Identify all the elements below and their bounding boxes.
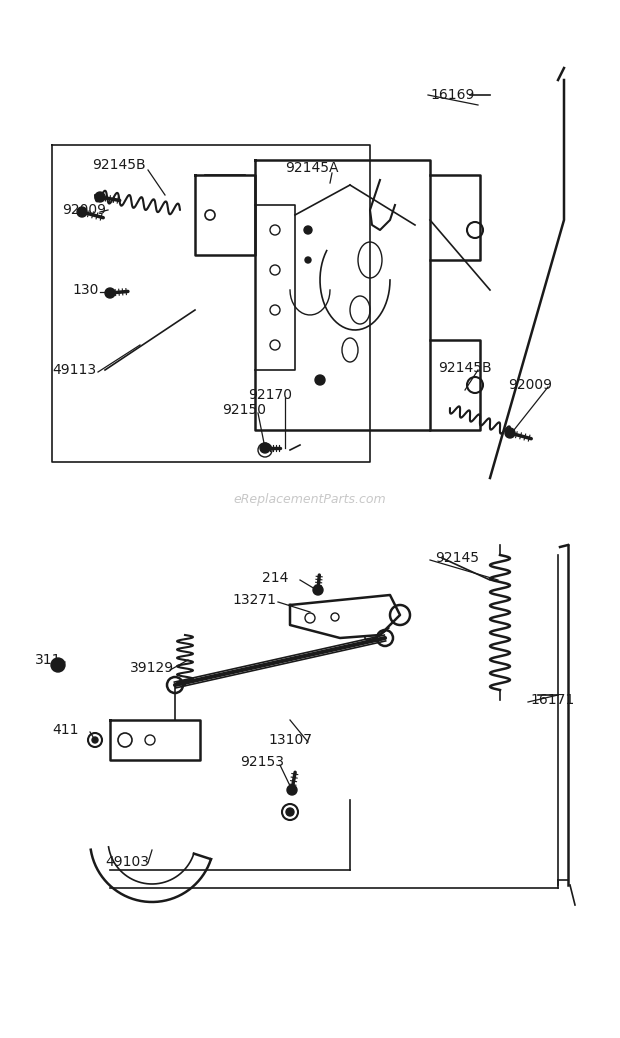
Text: 92145B: 92145B (438, 361, 492, 375)
Circle shape (287, 785, 297, 795)
Circle shape (260, 443, 270, 453)
Text: 92009: 92009 (62, 203, 106, 217)
Text: eReplacementParts.com: eReplacementParts.com (234, 493, 386, 507)
Text: 92170: 92170 (248, 388, 292, 402)
Circle shape (95, 192, 105, 202)
Circle shape (77, 207, 87, 217)
Text: 16171: 16171 (530, 693, 574, 707)
Circle shape (304, 226, 312, 234)
Circle shape (51, 658, 65, 672)
Circle shape (92, 737, 98, 743)
Text: 92009: 92009 (508, 378, 552, 392)
Text: 92150: 92150 (222, 403, 266, 417)
Circle shape (315, 375, 325, 385)
Text: 39129: 39129 (130, 661, 174, 675)
Text: 411: 411 (52, 723, 79, 737)
Text: 13107: 13107 (268, 733, 312, 747)
Circle shape (313, 585, 323, 595)
Text: 311: 311 (35, 653, 61, 667)
Circle shape (286, 808, 294, 816)
Text: 130: 130 (72, 283, 99, 297)
Text: 49113: 49113 (52, 363, 96, 377)
Text: 49103: 49103 (105, 855, 149, 869)
Text: 92145A: 92145A (285, 161, 339, 175)
Text: 13271: 13271 (232, 593, 276, 607)
Text: 16169: 16169 (430, 88, 474, 102)
Text: 92153: 92153 (240, 755, 284, 769)
Circle shape (305, 257, 311, 263)
Text: 214: 214 (262, 571, 288, 585)
Text: 92145: 92145 (435, 551, 479, 565)
Circle shape (105, 288, 115, 298)
Text: 92145B: 92145B (92, 158, 146, 172)
Circle shape (505, 428, 515, 438)
